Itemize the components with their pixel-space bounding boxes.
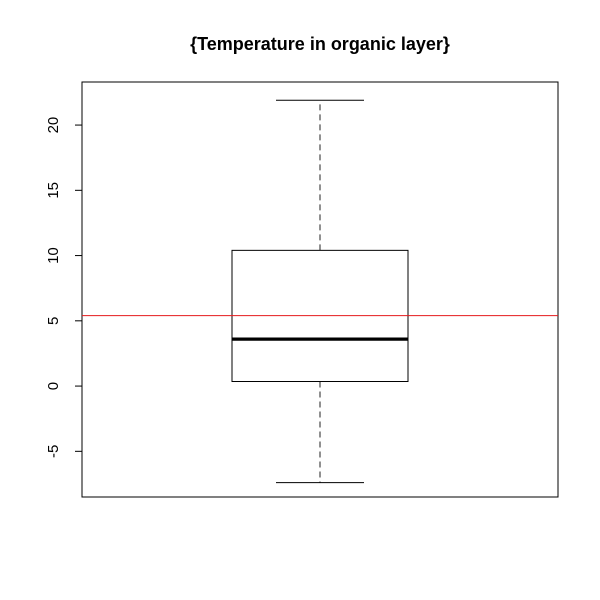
y-tick-label-4: 15 xyxy=(45,182,62,199)
chart-title: {Temperature in organic layer} xyxy=(190,34,450,54)
y-tick-label-5: 20 xyxy=(45,117,62,134)
y-tick-label-1: 0 xyxy=(45,382,62,390)
y-tick-label-3: 10 xyxy=(45,247,62,264)
plot-area xyxy=(82,99,558,484)
y-tick-label-0: -5 xyxy=(45,445,62,458)
y-axis: -5 0 5 10 15 20 xyxy=(45,117,83,458)
y-tick-label-2: 5 xyxy=(45,317,62,325)
